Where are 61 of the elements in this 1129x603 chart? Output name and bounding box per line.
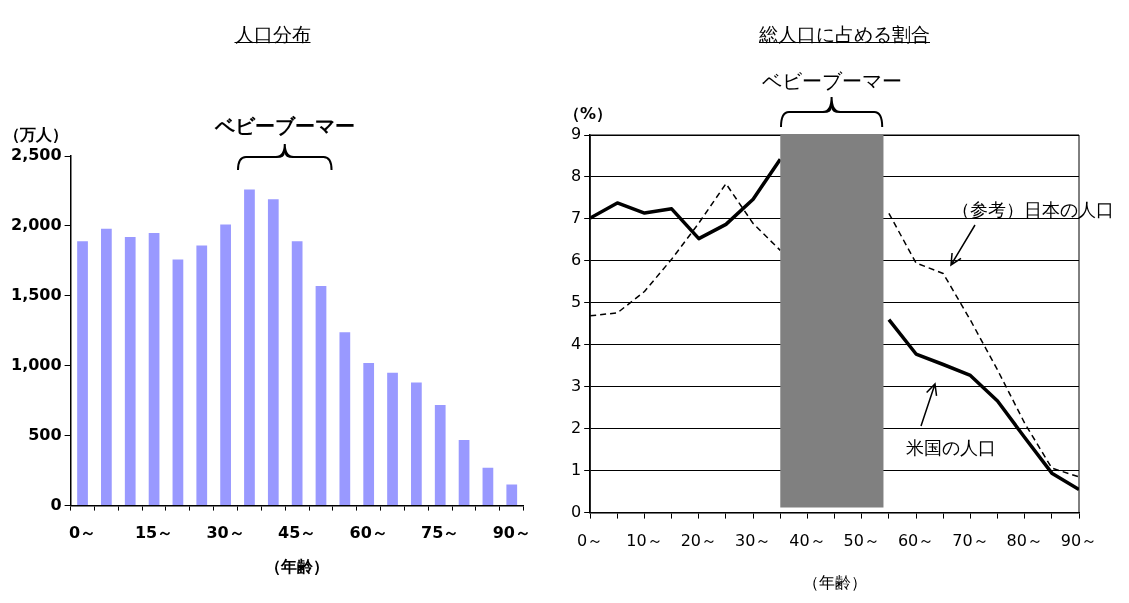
y-tick-label: 9	[570, 124, 582, 144]
y-tick-label: 6	[570, 250, 582, 270]
y-tick-label: 7	[570, 208, 582, 228]
x-tick-label: 60～	[897, 531, 935, 551]
bar	[315, 286, 327, 506]
bar	[291, 241, 303, 506]
y-tick-label: 2	[570, 417, 582, 437]
bar	[196, 245, 208, 506]
y-tick-label: 3	[570, 375, 582, 395]
y-tick-label: 0	[50, 494, 62, 514]
y-tick-label: 4	[570, 333, 582, 353]
bar	[458, 439, 470, 506]
legend-label: 米国の人口	[906, 437, 997, 459]
y-tick-label: 2,500	[11, 145, 62, 165]
chart-title: 人口分布	[233, 22, 312, 47]
chart-title: 総人口に占める割合	[758, 22, 931, 47]
x-tick-label: 30～	[734, 531, 772, 551]
y-tick-label: 8	[570, 166, 582, 186]
y-tick-label: 1,500	[11, 285, 62, 304]
x-tick-label: 60～	[349, 523, 388, 543]
x-tick-label: 40～	[789, 531, 826, 551]
bar	[506, 484, 518, 506]
bar	[172, 259, 184, 506]
bar	[77, 241, 88, 506]
bar	[387, 372, 398, 506]
x-tick-label: 90～	[1060, 531, 1098, 551]
bar	[482, 467, 494, 506]
x-axis-title: （年齢）	[265, 556, 330, 576]
bar	[101, 228, 112, 506]
x-tick-label: 50～	[843, 531, 880, 551]
bar	[339, 332, 351, 506]
y-tick-label: 5	[570, 291, 582, 311]
x-tick-label: 90～	[492, 523, 531, 543]
y-axis-title: （%）	[564, 104, 613, 124]
band-label: ベビーブーマー	[761, 69, 902, 94]
bar	[244, 189, 255, 506]
y-tick-label: 2,000	[11, 215, 62, 235]
x-tick-label: 15～	[134, 523, 174, 543]
y-tick-label: 500	[28, 424, 62, 444]
x-tick-label: 80～	[1006, 531, 1043, 551]
y-tick-label: 0	[570, 501, 582, 521]
bar	[148, 232, 160, 506]
bar	[267, 199, 279, 506]
x-tick-label: 10～	[626, 531, 663, 551]
bar	[434, 404, 446, 506]
y-tick-label: 1	[570, 459, 582, 479]
x-tick-label: 0～	[577, 531, 604, 551]
y-axis-title: （万人）	[4, 125, 68, 145]
text: ベビーブーマー	[214, 114, 356, 139]
x-tick-label: 70～	[952, 531, 989, 551]
x-tick-label: 30～	[206, 523, 245, 543]
y-tick-label: 1,000	[11, 354, 62, 374]
x-axis-title: （年齢）	[802, 572, 867, 592]
x-tick-label: 20～	[680, 531, 717, 551]
bar	[363, 362, 375, 506]
bar	[411, 382, 422, 506]
x-tick-label: 0～	[68, 523, 97, 543]
x-tick-label: 75～	[421, 523, 460, 543]
bar	[220, 224, 231, 506]
x-tick-label: 45～	[278, 523, 317, 543]
bar	[124, 237, 136, 506]
